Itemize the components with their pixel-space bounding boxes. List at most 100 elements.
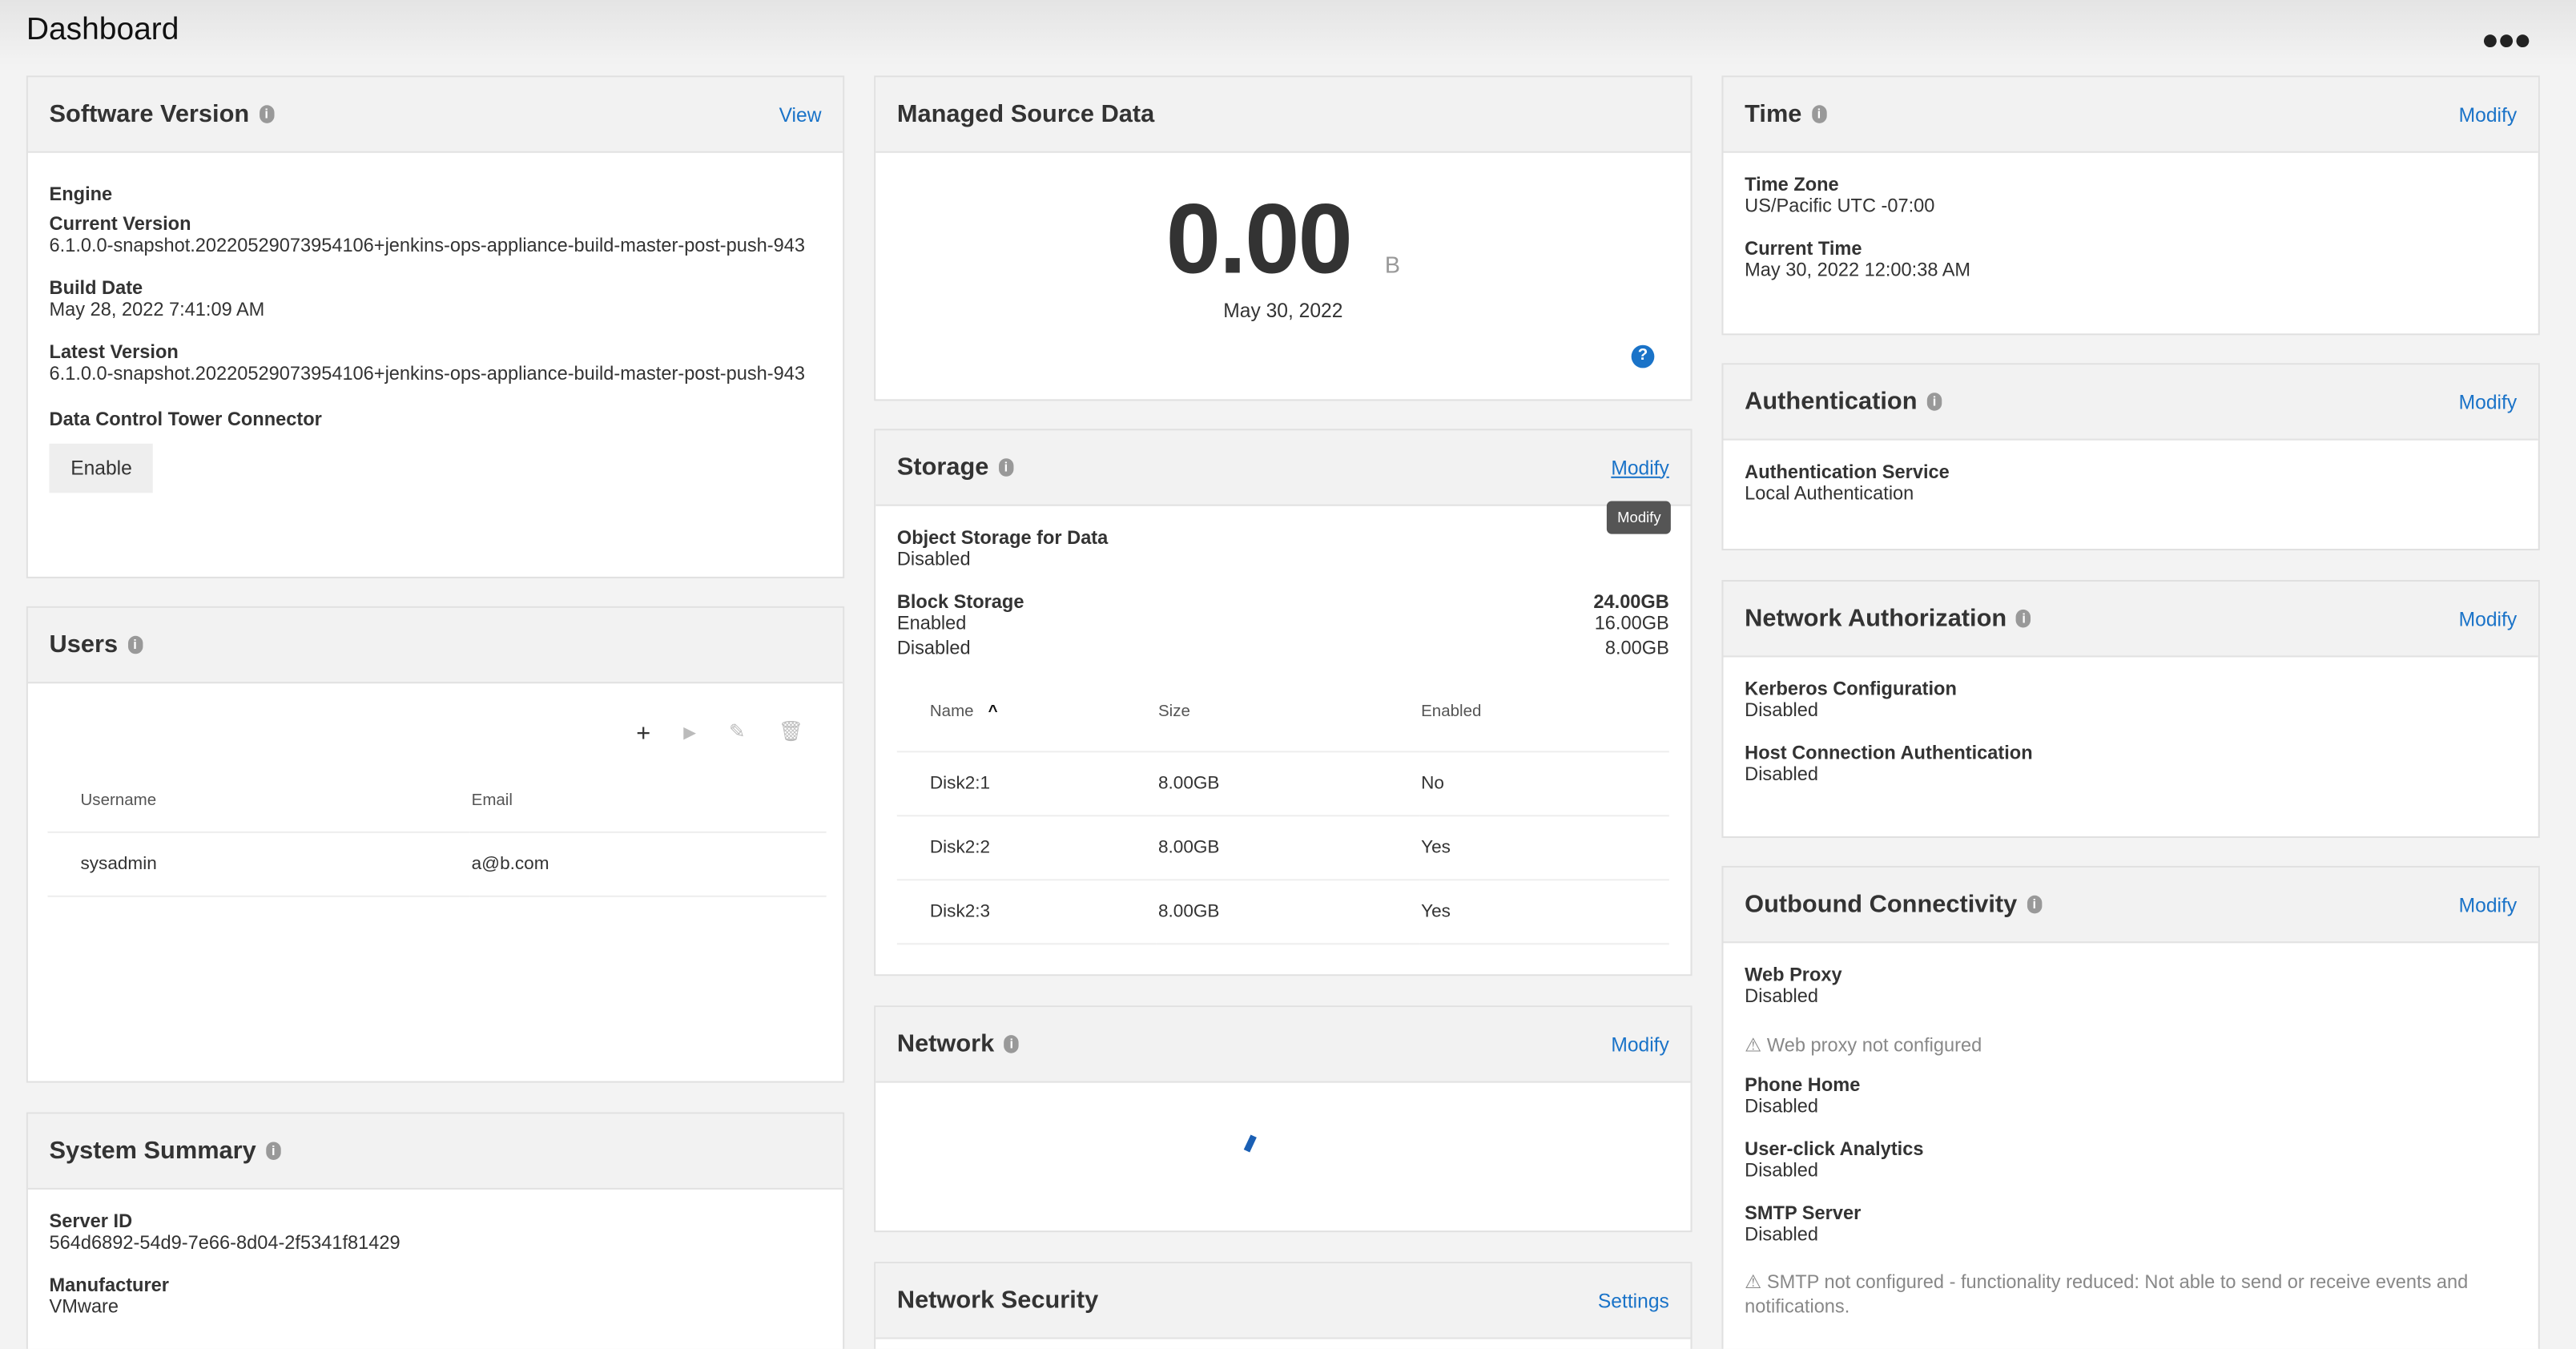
outbound-connectivity-panel: Outbound Connectivity i Modify Web Proxy D… — [1721, 865, 2540, 1349]
object-storage-label: Object Storage for Data — [896, 529, 1109, 550]
storage-modify-link[interactable]: Modify — [1611, 456, 1669, 479]
block-storage-total: 24.00GB — [1593, 593, 1669, 614]
time-zone-value: US/Pacific UTC -07:00 — [1745, 197, 1935, 217]
warning-icon: ⚠ — [1745, 1037, 1762, 1057]
settings-link[interactable]: Settings — [1597, 1289, 1669, 1312]
disabled-value: 8.00GB — [1604, 638, 1669, 659]
current-time-value: May 30, 2022 12:00:38 AM — [1745, 261, 1971, 281]
disk-name: Disk2:1 — [929, 772, 991, 793]
play-icon[interactable]: ▶ — [683, 724, 697, 743]
network-panel: Network i Modify — [874, 1005, 1693, 1233]
smtp-label: SMTP Server — [1745, 1204, 1862, 1224]
network-authorization-panel: Network Authorization i Modify Kerberos Co… — [1721, 580, 2540, 839]
panel-title: Network — [896, 1029, 995, 1058]
auth-service-label: Authentication Service — [1745, 463, 1950, 483]
info-icon[interactable]: i — [1811, 105, 1827, 123]
time-zone-label: Time Zone — [1745, 175, 1839, 196]
column-header[interactable]: Email — [471, 792, 513, 811]
email-cell: a@b.com — [471, 853, 549, 874]
phone-home-value: Disabled — [1745, 1097, 1818, 1117]
help-icon[interactable]: ? — [1631, 344, 1655, 368]
info-icon[interactable]: i — [127, 635, 143, 654]
panel-title: Software Version — [49, 100, 250, 128]
authentication-panel: Authentication i Modify Authentication Ser… — [1721, 363, 2540, 551]
panel-title: Network Security — [896, 1286, 1099, 1315]
enabled-value: 16.00GB — [1594, 614, 1669, 634]
managed-data-unit: B — [1384, 251, 1401, 278]
disk-name: Disk2:2 — [929, 836, 991, 857]
current-version-value: 6.1.0.0-snapshot.20220529073954106+jenki… — [49, 236, 805, 256]
trash-icon[interactable]: 🗑 — [778, 719, 803, 743]
netauth-modify-link[interactable]: Modify — [2458, 606, 2518, 630]
panel-title: Storage — [896, 453, 989, 481]
server-id-label: Server ID — [49, 1212, 133, 1233]
manufacturer-label: Manufacturer — [49, 1276, 169, 1297]
table-row[interactable]: Disk2:2 8.00GB Yes — [896, 815, 1669, 880]
server-id-value: 564d6892-54d9-7e66-8d04-2f5341f81429 — [49, 1234, 400, 1254]
disabled-label: Disabled — [896, 638, 971, 659]
host-auth-value: Disabled — [1745, 765, 1818, 786]
view-link[interactable]: View — [779, 103, 822, 126]
panel-title: Outbound Connectivity — [1745, 890, 2018, 919]
edit-icon[interactable]: ✎ — [729, 719, 746, 743]
latest-version-value: 6.1.0.0-snapshot.20220529073954106+jenki… — [49, 364, 805, 385]
software-version-panel: Software Version i View Engine Current Ver… — [26, 75, 845, 578]
disks-table: Name ^ Size Enabled Disk2:1 8.00GB No Disk2:… — [896, 675, 1669, 944]
disk-size: 8.00GB — [1157, 900, 1220, 921]
add-icon[interactable]: + — [636, 719, 651, 748]
web-proxy-label: Web Proxy — [1745, 965, 1842, 986]
kerberos-value: Disabled — [1745, 701, 1818, 722]
column-header[interactable]: Size — [1157, 703, 1190, 722]
table-row[interactable]: Disk2:1 8.00GB No — [896, 751, 1669, 815]
table-row[interactable]: Disk2:3 8.00GB Yes — [896, 879, 1669, 944]
network-modify-link[interactable]: Modify — [1611, 1033, 1669, 1056]
info-icon[interactable]: i — [2027, 895, 2043, 914]
info-icon[interactable]: i — [1004, 1035, 1020, 1053]
disk-name: Disk2:3 — [929, 900, 991, 921]
disk-enabled: No — [1421, 772, 1444, 793]
table-row[interactable]: sysadmin a@b.com — [47, 832, 827, 896]
warning-icon: ⚠ — [1745, 1273, 1762, 1294]
page-title: Dashboard — [26, 13, 179, 48]
outbound-modify-link[interactable]: Modify — [2458, 892, 2518, 916]
info-icon[interactable]: i — [2016, 609, 2031, 628]
enable-button[interactable]: Enable — [49, 443, 154, 493]
auth-modify-link[interactable]: Modify — [2458, 390, 2518, 413]
system-summary-panel: System Summary i Server ID 564d6892-54d9-… — [26, 1112, 845, 1349]
time-modify-link[interactable]: Modify — [2458, 103, 2518, 126]
disk-size: 8.00GB — [1157, 772, 1220, 793]
column-header[interactable]: Username — [80, 792, 157, 811]
latest-version-label: Latest Version — [49, 343, 179, 364]
panel-title: System Summary — [49, 1137, 256, 1166]
storage-panel: Storage i Modify Modify Object Storage for… — [874, 429, 1693, 977]
smtp-value: Disabled — [1745, 1226, 1818, 1246]
user-click-analytics-label: User-click Analytics — [1745, 1140, 1924, 1161]
current-time-label: Current Time — [1745, 240, 1862, 260]
modify-tooltip: Modify — [1607, 501, 1671, 534]
smtp-warning: ⚠ SMTP not configured - functionality re… — [1745, 1273, 2469, 1318]
host-auth-label: Host Connection Authentication — [1745, 744, 2033, 764]
enabled-label: Enabled — [896, 614, 967, 634]
object-storage-value: Disabled — [896, 550, 971, 570]
build-date-value: May 28, 2022 7:41:09 AM — [49, 300, 265, 320]
network-security-panel: Network Security Settings — [874, 1262, 1693, 1349]
managed-source-data-panel: Managed Source Data 0.00 B May 30, 2022 … — [874, 75, 1693, 401]
users-table: Username Email sysadmin a@b.com — [47, 772, 827, 896]
info-icon[interactable]: i — [1926, 393, 1942, 411]
panel-title: Users — [49, 630, 119, 659]
username-cell: sysadmin — [80, 853, 157, 874]
ellipsis-icon[interactable]: ●●● — [2481, 22, 2532, 56]
panel-title: Authentication — [1745, 388, 1918, 416]
users-panel: Users i + ▶ ✎ 🗑 Username Email sysadmin a@b… — [26, 606, 845, 1083]
disk-enabled: Yes — [1421, 900, 1451, 921]
info-icon[interactable]: i — [998, 458, 1014, 477]
block-storage-label: Block Storage — [896, 593, 1024, 614]
web-proxy-value: Disabled — [1745, 987, 1818, 1008]
column-header[interactable]: Enabled — [1421, 703, 1482, 722]
info-icon[interactable]: i — [266, 1142, 281, 1161]
info-icon[interactable]: i — [259, 105, 274, 123]
managed-data-date: May 30, 2022 — [1223, 299, 1343, 322]
column-header-name[interactable]: Name ^ — [929, 703, 998, 722]
sort-ascending-icon[interactable]: ^ — [988, 703, 998, 722]
phone-home-label: Phone Home — [1745, 1076, 1861, 1097]
